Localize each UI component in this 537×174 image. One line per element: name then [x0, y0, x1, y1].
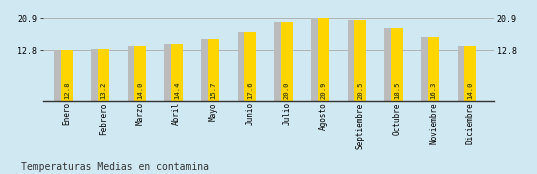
Bar: [98, 49, 110, 101]
Text: 14.4: 14.4: [174, 81, 180, 99]
Bar: [274, 22, 286, 101]
Bar: [311, 18, 323, 101]
Text: 15.7: 15.7: [211, 81, 216, 99]
Text: 12.8: 12.8: [64, 81, 70, 99]
Bar: [384, 28, 396, 101]
Bar: [318, 18, 329, 101]
Bar: [244, 31, 256, 101]
Bar: [201, 39, 213, 101]
Text: 18.5: 18.5: [394, 81, 400, 99]
Bar: [465, 46, 476, 101]
Bar: [91, 49, 103, 101]
Bar: [281, 22, 293, 101]
Bar: [208, 39, 219, 101]
Text: 14.0: 14.0: [137, 81, 143, 99]
Bar: [61, 50, 72, 101]
Bar: [238, 31, 249, 101]
Bar: [421, 37, 433, 101]
Bar: [164, 44, 176, 101]
Bar: [171, 44, 183, 101]
Bar: [134, 46, 146, 101]
Bar: [348, 20, 359, 101]
Bar: [427, 37, 439, 101]
Bar: [458, 46, 469, 101]
Bar: [54, 50, 66, 101]
Text: Temperaturas Medias en contamina: Temperaturas Medias en contamina: [21, 162, 209, 172]
Text: 20.0: 20.0: [284, 81, 290, 99]
Text: 14.0: 14.0: [467, 81, 473, 99]
Text: 13.2: 13.2: [100, 81, 106, 99]
Bar: [354, 20, 366, 101]
Text: 20.9: 20.9: [321, 81, 326, 99]
Text: 17.6: 17.6: [247, 81, 253, 99]
Text: 20.5: 20.5: [357, 81, 363, 99]
Bar: [391, 28, 403, 101]
Text: 16.3: 16.3: [431, 81, 437, 99]
Bar: [128, 46, 140, 101]
